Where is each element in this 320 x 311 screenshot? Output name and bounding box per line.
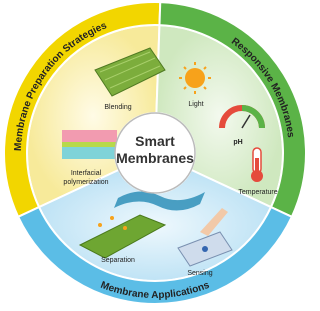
center-title: Membranes: [116, 150, 194, 166]
item-label: Interfacial: [71, 170, 102, 177]
item-label: Blending: [104, 104, 131, 111]
thermometer-icon: [251, 148, 263, 182]
diagram: Smart Membranes Blending Interfacial pol…: [0, 0, 309, 306]
item-label: pH: [233, 139, 242, 146]
item-label: Sensing: [187, 270, 212, 277]
item-label: Separation: [101, 257, 135, 264]
center-title: Smart: [135, 133, 175, 149]
item-label: Temperature: [238, 189, 277, 196]
page: {"center_title": ["Smart", "Membranes"],…: [0, 0, 309, 306]
item-label: polymerization: [63, 179, 108, 186]
interfacial-icon: [62, 130, 117, 159]
item-label: Light: [188, 101, 203, 108]
